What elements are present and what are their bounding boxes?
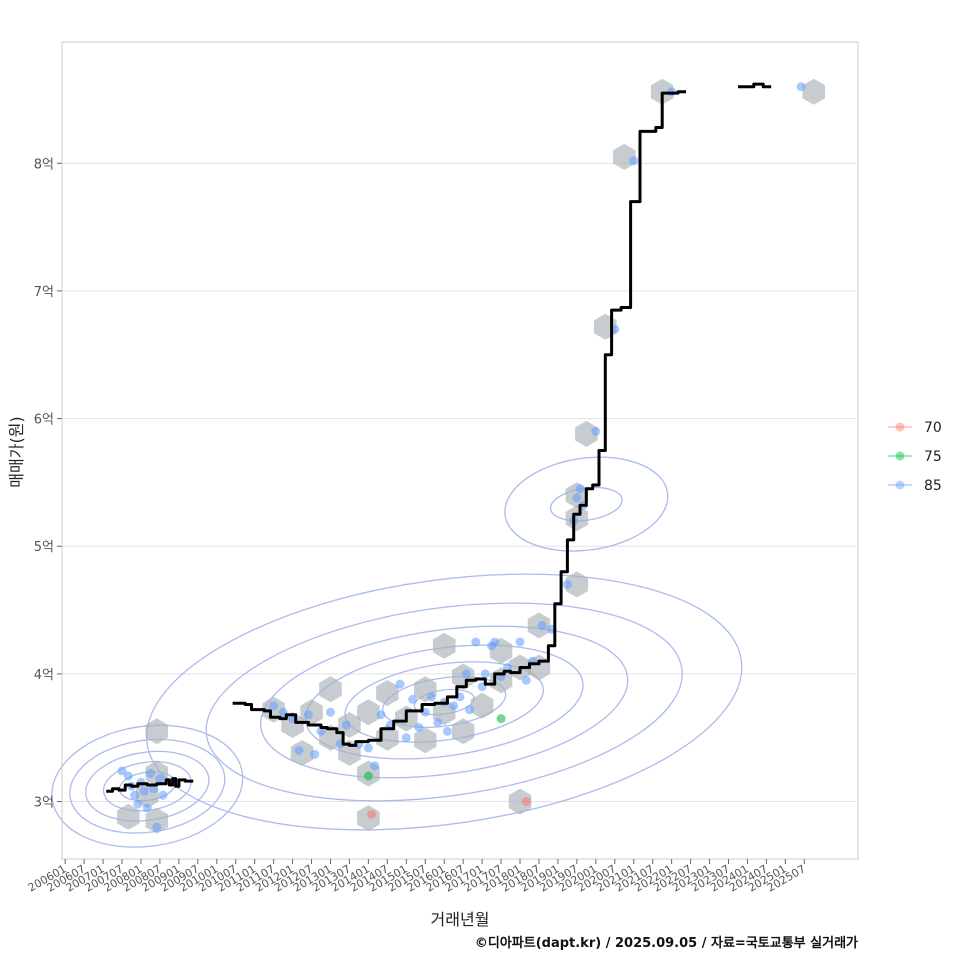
data-point-85 — [310, 749, 320, 759]
y-tick-label: 5억 — [34, 540, 54, 555]
data-point-85 — [629, 156, 639, 166]
data-point-85 — [142, 803, 152, 813]
data-point-85 — [363, 743, 373, 753]
y-tick-label: 6억 — [34, 413, 54, 428]
data-point-85 — [480, 669, 490, 679]
legend-key-point — [895, 451, 905, 461]
data-point-85 — [139, 786, 149, 796]
data-point-85 — [325, 707, 335, 717]
density-contour — [504, 456, 669, 552]
caption: ©디아파트(dapt.kr) / 2025.09.05 / 자료=국토교통부 실… — [475, 935, 858, 951]
hexbin — [613, 143, 636, 170]
data-point-85 — [149, 784, 159, 794]
data-point-85 — [537, 620, 547, 630]
hexbin — [508, 788, 532, 815]
data-point-85 — [158, 790, 168, 800]
hexbin — [376, 680, 399, 706]
trend-line — [232, 90, 686, 747]
density-contour — [382, 676, 507, 728]
density-contour — [260, 625, 629, 779]
trend-line — [106, 777, 194, 793]
hexbin — [470, 692, 494, 719]
data-point-85 — [341, 720, 351, 730]
data-point-85 — [316, 726, 326, 736]
data-point-85 — [490, 637, 500, 647]
data-point-85 — [123, 771, 133, 781]
data-point-85 — [442, 726, 452, 736]
data-point-85 — [515, 637, 525, 647]
legend-key-point — [895, 480, 905, 490]
hexbin — [145, 807, 168, 834]
data-point-85 — [303, 710, 313, 720]
legend: 70 75 85 — [888, 420, 942, 494]
data-point-85 — [395, 679, 405, 689]
data-point-85 — [796, 82, 806, 92]
legend-label: 85 — [924, 478, 942, 494]
data-point-85 — [370, 761, 380, 771]
data-point-85 — [427, 692, 437, 702]
hexbin — [432, 632, 456, 659]
data-point-85 — [145, 768, 155, 778]
data-point-85 — [152, 822, 162, 832]
y-tick-label: 4억 — [34, 668, 54, 683]
data-point-85 — [521, 675, 531, 685]
data-point-85 — [130, 790, 140, 800]
trend-line — [738, 82, 772, 89]
y-tick-label: 7억 — [34, 285, 54, 300]
y-tick-label: 3억 — [34, 796, 54, 811]
data-point-70 — [521, 797, 531, 807]
hexbin — [802, 78, 825, 105]
data-point-85 — [155, 774, 165, 784]
data-point-85 — [502, 663, 512, 673]
legend-key-point — [895, 422, 905, 432]
hexbin — [357, 699, 380, 726]
data-point-85 — [433, 717, 443, 727]
trend-lines — [106, 82, 772, 793]
data-point-85 — [572, 493, 582, 503]
data-point-85 — [562, 580, 572, 590]
data-point-75 — [363, 771, 373, 781]
y-tick-label: 8억 — [34, 157, 54, 172]
legend-label: 75 — [924, 449, 942, 465]
y-axis-title: 매매가(원) — [7, 416, 26, 487]
density-contour — [51, 724, 244, 848]
data-point-85 — [376, 710, 386, 720]
data-point-85 — [133, 799, 143, 809]
data-point-85 — [117, 766, 127, 776]
hexbin — [451, 718, 475, 745]
data-point-85 — [461, 669, 471, 679]
hexbin — [319, 676, 342, 703]
data-point-85 — [414, 723, 424, 733]
data-point-85 — [591, 426, 601, 436]
data-point-85 — [269, 701, 279, 711]
hexbin — [565, 571, 589, 598]
legend-label: 70 — [924, 420, 942, 436]
data-point-75 — [496, 714, 506, 724]
hexbin — [414, 727, 437, 754]
data-point-85 — [464, 705, 474, 715]
data-point-85 — [401, 733, 411, 743]
data-point-85 — [408, 694, 418, 704]
data-point-85 — [471, 637, 481, 647]
data-point-70 — [367, 809, 377, 819]
hexbin — [145, 718, 168, 745]
data-point-85 — [575, 484, 585, 494]
density-contour — [145, 573, 743, 831]
density-contour — [205, 602, 683, 802]
hexbin — [575, 420, 598, 447]
x-axis-title: 거래년월 — [431, 910, 490, 929]
data-point-85 — [449, 701, 459, 711]
y-axis: 3억 4억 5억 6억 7억 8억 — [34, 157, 62, 811]
data-point-85 — [294, 745, 304, 755]
hexbin — [117, 803, 140, 830]
